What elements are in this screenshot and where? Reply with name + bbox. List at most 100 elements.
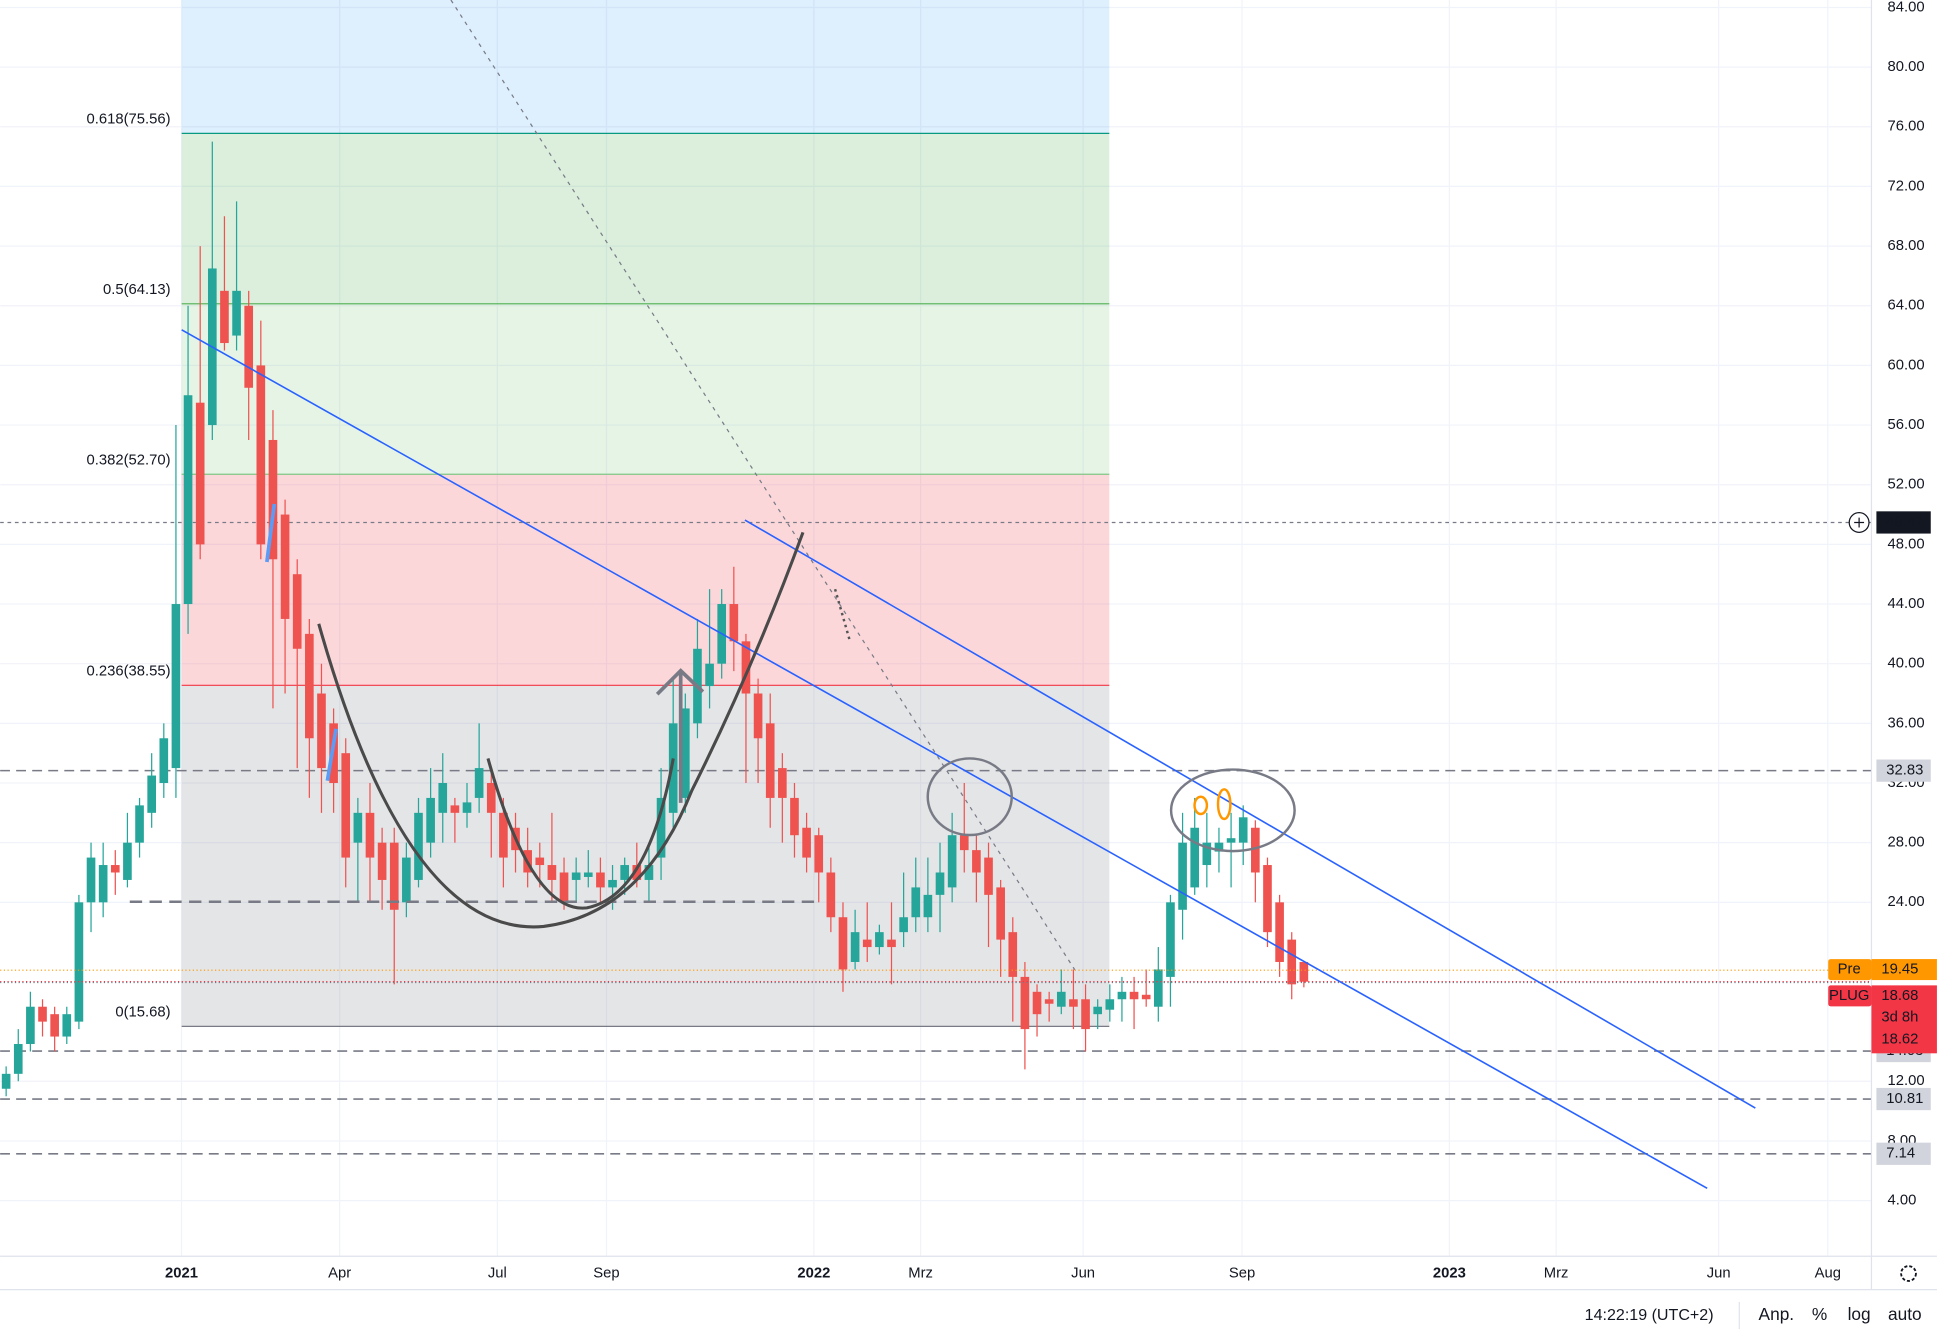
candle-body [389, 842, 399, 910]
candle-body [923, 894, 933, 918]
candle-body [159, 738, 169, 784]
candle-body [1044, 999, 1054, 1004]
candle-body [802, 827, 811, 858]
marker-name-box [1828, 959, 1872, 981]
candle-body [171, 604, 181, 769]
mark [1216, 788, 1232, 821]
candle-body [365, 812, 375, 858]
candle-body [305, 633, 314, 739]
x-tick-label: Jun [1707, 1265, 1731, 1281]
stroke [265, 503, 277, 563]
trendline [181, 329, 1708, 1190]
y-tick-label: 4.00 [1888, 1193, 1917, 1209]
candle-body [414, 812, 423, 880]
toolbar-button[interactable]: % [1812, 1304, 1827, 1324]
candle-body [341, 753, 351, 858]
candle-body [656, 797, 666, 858]
candle-body [1069, 999, 1078, 1007]
marker-value-box [1871, 959, 1937, 981]
x-tick-label: Sep [593, 1265, 619, 1281]
candle-body [947, 835, 957, 888]
candle-body [1008, 932, 1018, 977]
trend-dotted [450, 0, 1076, 970]
candle-body [486, 783, 496, 813]
x-tick-label: Mrz [1544, 1265, 1569, 1281]
candle-body [887, 939, 896, 948]
candle-body [632, 865, 642, 880]
y-tick-label: 28.00 [1888, 835, 1925, 851]
circle [926, 757, 1013, 837]
candle-body [1238, 817, 1248, 843]
candle-body [1287, 939, 1297, 985]
plot-area: 0.618(75.56) 0.5(64.13) 0.382(52.70) 0.236(… [0, 0, 1872, 1257]
candle-body [353, 812, 363, 843]
candle-body [535, 857, 545, 866]
candle-body [244, 305, 254, 388]
candle-body [402, 857, 411, 903]
fib-zone [181, 0, 1110, 134]
fib-label: 0.382(52.70) [87, 453, 171, 469]
candle-body [38, 1006, 47, 1022]
y-tick-label: 56.00 [1888, 417, 1925, 433]
marker-name-box [1828, 985, 1872, 1007]
candle-body [680, 708, 690, 798]
y-tick-label: 72.00 [1888, 178, 1925, 194]
toolbar-button[interactable]: log [1848, 1304, 1871, 1324]
candle-body [1275, 902, 1284, 962]
marker-value: 18.68 [1881, 988, 1918, 1004]
level-label-box [1876, 1142, 1931, 1165]
candle-body [850, 932, 860, 962]
toolbar-button[interactable]: auto [1888, 1304, 1922, 1324]
circle [1169, 768, 1296, 853]
candle-body [790, 797, 799, 836]
cup-curve [486, 758, 675, 910]
fib-zone [181, 303, 1110, 475]
candle-body [644, 865, 654, 880]
candle-body [741, 641, 751, 694]
stroke [833, 588, 852, 642]
candle-body [1056, 991, 1066, 1007]
toolbar-button[interactable]: Anp. [1759, 1304, 1795, 1324]
level-label-box [1876, 511, 1931, 534]
candle-body [1178, 842, 1187, 910]
candle-body [147, 775, 156, 813]
candle-body [268, 439, 278, 560]
candle-body [123, 842, 132, 880]
clock: 14:22:19 (UTC+2) [1585, 1306, 1714, 1324]
candle-body [62, 1014, 72, 1037]
candle-body [583, 872, 593, 877]
cup-curve [317, 531, 805, 929]
level-label: 7.14 [1886, 1146, 1915, 1162]
level-label: 32.83 [1886, 763, 1923, 779]
candle-body [571, 872, 581, 880]
candle-body [1299, 961, 1309, 982]
candle-body [474, 768, 484, 798]
candle-body [426, 797, 435, 843]
x-tick-label: 2022 [797, 1265, 830, 1281]
candle-body [195, 402, 205, 545]
x-tick-label: Apr [328, 1265, 351, 1281]
candle-body [317, 693, 326, 769]
fib-zone [181, 474, 1110, 686]
candle-body [26, 1006, 35, 1045]
x-tick-label: 2021 [165, 1265, 198, 1281]
x-tick-label: Mrz [908, 1265, 933, 1281]
y-tick-label: 80.00 [1888, 59, 1925, 75]
marker-value: 18.62 [1881, 1032, 1918, 1048]
marker-value-box [1871, 985, 1937, 1054]
candle-body [559, 872, 569, 903]
candle-body [499, 812, 508, 858]
y-tick-label: 84.00 [1888, 0, 1925, 15]
fib-label: 0.236(38.55) [87, 664, 171, 680]
settings-icon[interactable] [1900, 1265, 1917, 1282]
candle-body [911, 887, 921, 918]
candle-body [1263, 865, 1272, 933]
candle-body [1202, 842, 1212, 866]
candle-body [1251, 827, 1260, 873]
level-label: 49.47 [1886, 514, 1923, 530]
add-icon [1854, 517, 1865, 528]
y-tick-label: 64.00 [1888, 298, 1925, 314]
candle-body [98, 865, 108, 903]
